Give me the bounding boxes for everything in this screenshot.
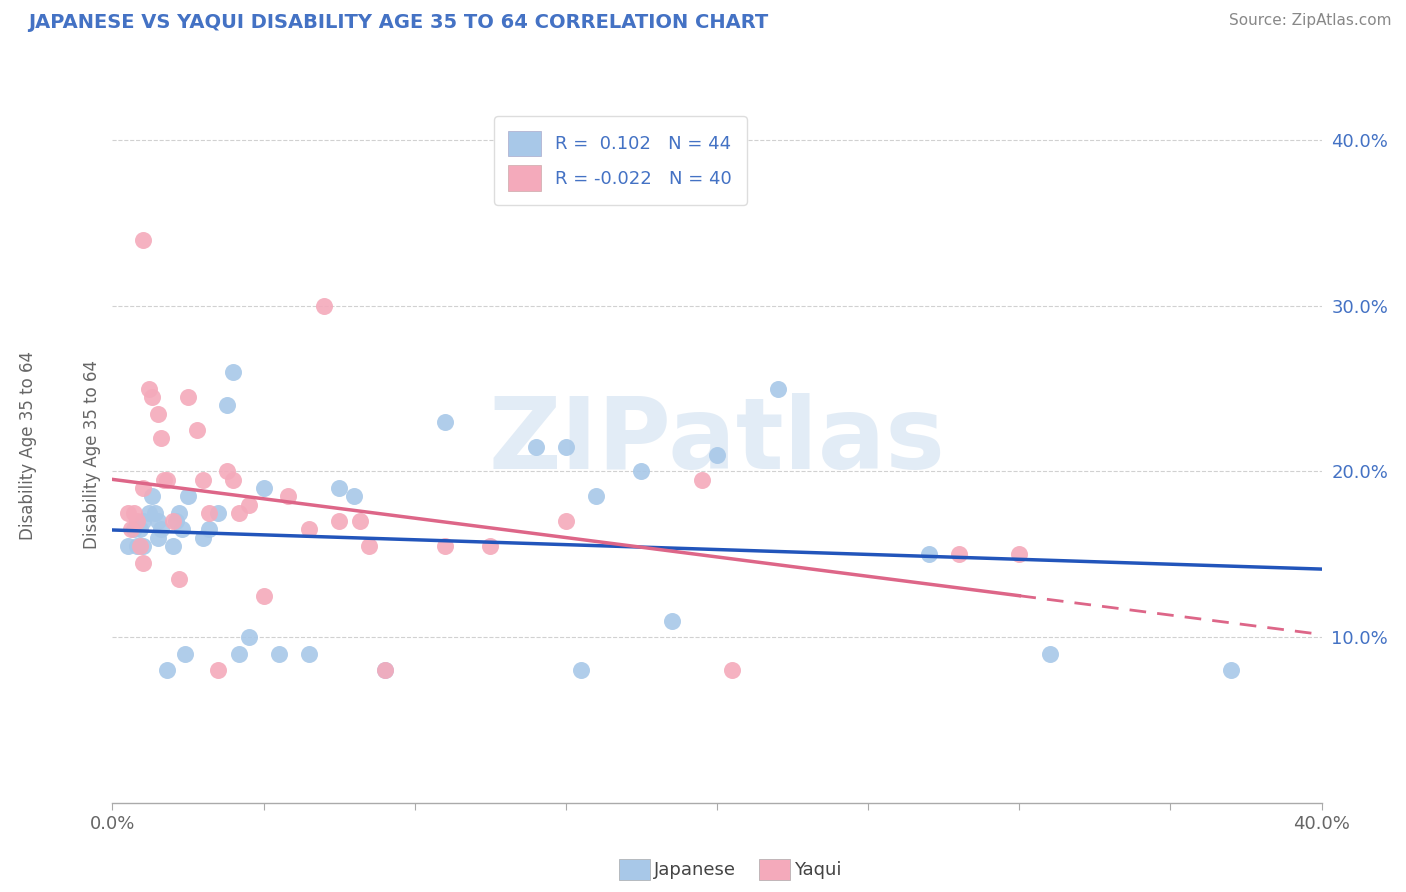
Point [277,489,299,503]
Point [524,440,547,454]
Point [125,539,148,553]
Point [141,489,163,503]
Point [167,506,190,520]
Point [177,390,200,404]
Text: JAPANESE VS YAQUI DISABILITY AGE 35 TO 64 CORRELATION CHART: JAPANESE VS YAQUI DISABILITY AGE 35 TO 6… [28,13,768,32]
Point [1220,663,1243,677]
Point [238,498,260,512]
Point [156,663,179,677]
Point [117,506,139,520]
Point [217,465,239,479]
Point [156,473,179,487]
Point [479,539,502,553]
Point [191,473,214,487]
Point [153,473,176,487]
Point [165,514,187,528]
Text: Source: ZipAtlas.com: Source: ZipAtlas.com [1229,13,1392,29]
Legend: R =  0.102   N = 44, R = -0.022   N = 40: R = 0.102 N = 44, R = -0.022 N = 40 [494,116,747,205]
Point [170,523,193,537]
Point [149,431,172,445]
Text: Japanese: Japanese [654,861,735,879]
Point [222,473,245,487]
Point [298,523,321,537]
Point [343,489,366,503]
Point [162,539,184,553]
Point [146,531,169,545]
Point [918,547,941,561]
Point [167,572,190,586]
Point [132,514,155,528]
Point [146,514,169,528]
Point [146,407,169,421]
Point [630,465,652,479]
Point [207,663,229,677]
Point [198,506,221,520]
Point [143,506,166,520]
Point [253,481,276,495]
Point [228,506,250,520]
Point [128,523,150,537]
Point [1038,647,1062,661]
Point [122,506,145,520]
Point [191,531,214,545]
Point [122,523,145,537]
Point [162,514,184,528]
Y-axis label: Disability Age 35 to 64: Disability Age 35 to 64 [83,360,101,549]
Point [706,448,728,462]
Point [174,647,197,661]
Point [141,390,163,404]
Point [661,614,683,628]
Point [766,382,789,396]
Point [138,506,160,520]
Point [222,365,245,379]
Point [198,523,221,537]
Point [298,647,321,661]
Point [349,514,371,528]
Point [1008,547,1031,561]
Point [433,539,456,553]
Point [186,423,208,437]
Text: Disability Age 35 to 64: Disability Age 35 to 64 [20,351,37,541]
Point [177,489,200,503]
Point [132,556,155,570]
Point [128,539,150,553]
Point [228,647,250,661]
Point [554,440,576,454]
Point [267,647,290,661]
Point [948,547,970,561]
Point [132,233,155,247]
Point [314,299,336,313]
Point [585,489,607,503]
Point [328,514,350,528]
Point [120,523,142,537]
Point [207,506,229,520]
Point [359,539,381,553]
Text: Yaqui: Yaqui [794,861,842,879]
Point [132,539,155,553]
Point [433,415,456,429]
Point [690,473,713,487]
Point [117,539,139,553]
Point [328,481,350,495]
Point [554,514,576,528]
Point [217,398,239,412]
Point [253,589,276,603]
Point [132,481,155,495]
Point [721,663,744,677]
Point [374,663,396,677]
Point [238,630,260,644]
Point [569,663,592,677]
Point [374,663,396,677]
Text: ZIPatlas: ZIPatlas [489,392,945,490]
Point [138,382,160,396]
Point [125,514,148,528]
Point [149,523,172,537]
